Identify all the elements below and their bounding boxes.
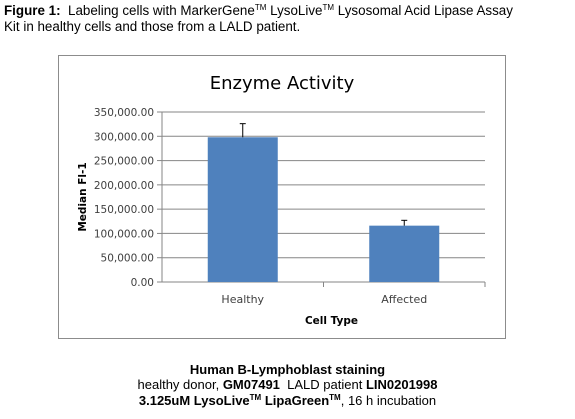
trademark-mark: TM [322,3,335,12]
y-axis-title: Median Fl-1 [77,162,89,231]
bar-healthy [207,137,278,282]
y-tick-label: 50,000.00 [101,253,154,265]
x-tick-label: Healthy [221,293,264,306]
trademark-mark: TM [249,393,262,402]
incubation-text: , 16 h incubation [340,393,437,408]
chart-title: Enzyme Activity [210,73,355,94]
y-tick-label: 100,000.00 [94,228,154,240]
patient-prefix: LALD patient [287,377,363,392]
figure-caption: Figure 1: Labeling cells with MarkerGene… [4,3,572,35]
bottom-caption-title: Human B-Lymphoblast staining [189,362,386,377]
y-tick-label: 200,000.00 [94,180,154,192]
patient-id: LIN0201998 [365,377,438,392]
caption-text-b: LysoLive [270,3,323,18]
caption-text-a: Labeling cells with MarkerGene [68,3,255,18]
bottom-caption-donors: healthy donor, GM07491 LALD patient LIN0… [0,377,575,392]
y-tick-label: 150,000.00 [94,204,154,216]
chart-area: Enzyme Activity 0.00 50,000.00 100,000.00 15… [58,55,506,339]
donor-prefix: healthy donor, [137,377,220,392]
reagent-name-a: 3.125uM LysoLive [138,393,250,408]
bar-chart: Enzyme Activity 0.00 50,000.00 100,000.00 15… [77,73,486,327]
figure-label: Figure 1: [4,3,61,18]
x-tick-label: Affected [381,293,427,306]
bottom-caption-reagent: 3.125uM LysoLiveTM LipaGreenTM, 16 h inc… [0,393,575,408]
y-tick-label: 350,000.00 [94,107,154,119]
caption-text-c: Lysosomal Acid Lipase Assay [337,3,513,18]
x-axis-title: Cell Type [305,315,358,327]
trademark-mark: TM [254,3,267,12]
caption-line-1: Figure 1: Labeling cells with MarkerGene… [4,3,572,19]
trademark-mark: TM [329,393,341,402]
y-tick-label: 0.00 [131,277,154,289]
donor-id: GM07491 [222,377,280,392]
y-tick-label: 300,000.00 [94,131,154,143]
reagent-name-b: LipaGreen [264,393,330,408]
y-tick-label: 250,000.00 [94,156,154,168]
bar-affected [369,225,440,282]
caption-line-2: Kit in healthy cells and those from a LA… [4,19,301,34]
